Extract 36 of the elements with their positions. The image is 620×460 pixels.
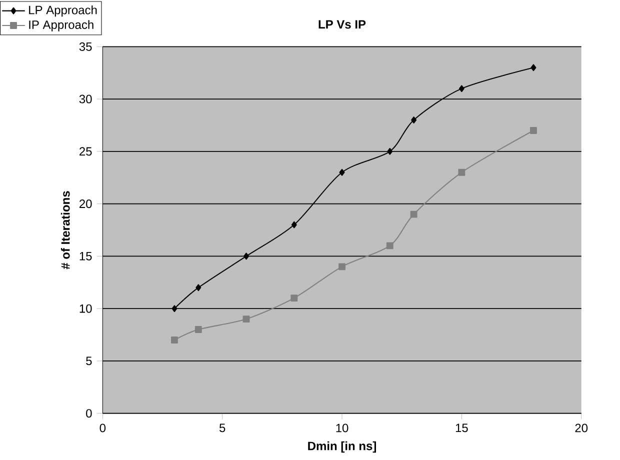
point [338,263,346,270]
chart-title: LP Vs IP [318,20,366,29]
y-tick-label: 35 [79,42,92,51]
x-tick-label: 20 [575,424,588,432]
legend-label: LP Approach [29,5,97,17]
y-tick-label: 0 [86,409,92,418]
point [244,252,250,260]
y-tick-label: 30 [79,94,92,104]
point [410,210,418,218]
x-tick-label: 15 [456,424,468,432]
point [387,148,393,155]
y-tick-label: 20 [80,200,92,208]
x-tick-label: 0 [100,424,106,432]
point [458,168,466,176]
point [411,116,417,124]
point [530,64,536,72]
y-tick-label: 5 [86,356,92,366]
y-axis-title: # of Iterations [60,191,70,270]
point [339,168,345,176]
y-tick-label: 15 [80,252,92,260]
point [291,221,297,228]
y-tick-label: 25 [80,147,92,156]
point [290,294,298,302]
x-axis-title: Dmin [in ns] [308,441,376,453]
point [172,305,178,312]
point [171,336,178,344]
x-tick-label: 5 [219,424,226,432]
y-tick-label: 10 [80,304,92,313]
point [242,316,250,323]
point [530,127,537,134]
point [196,284,202,292]
legend-label: IP Approach [29,20,94,32]
point [194,326,202,333]
point [458,85,464,92]
point [386,242,394,250]
x-tick-label: 10 [336,424,348,432]
